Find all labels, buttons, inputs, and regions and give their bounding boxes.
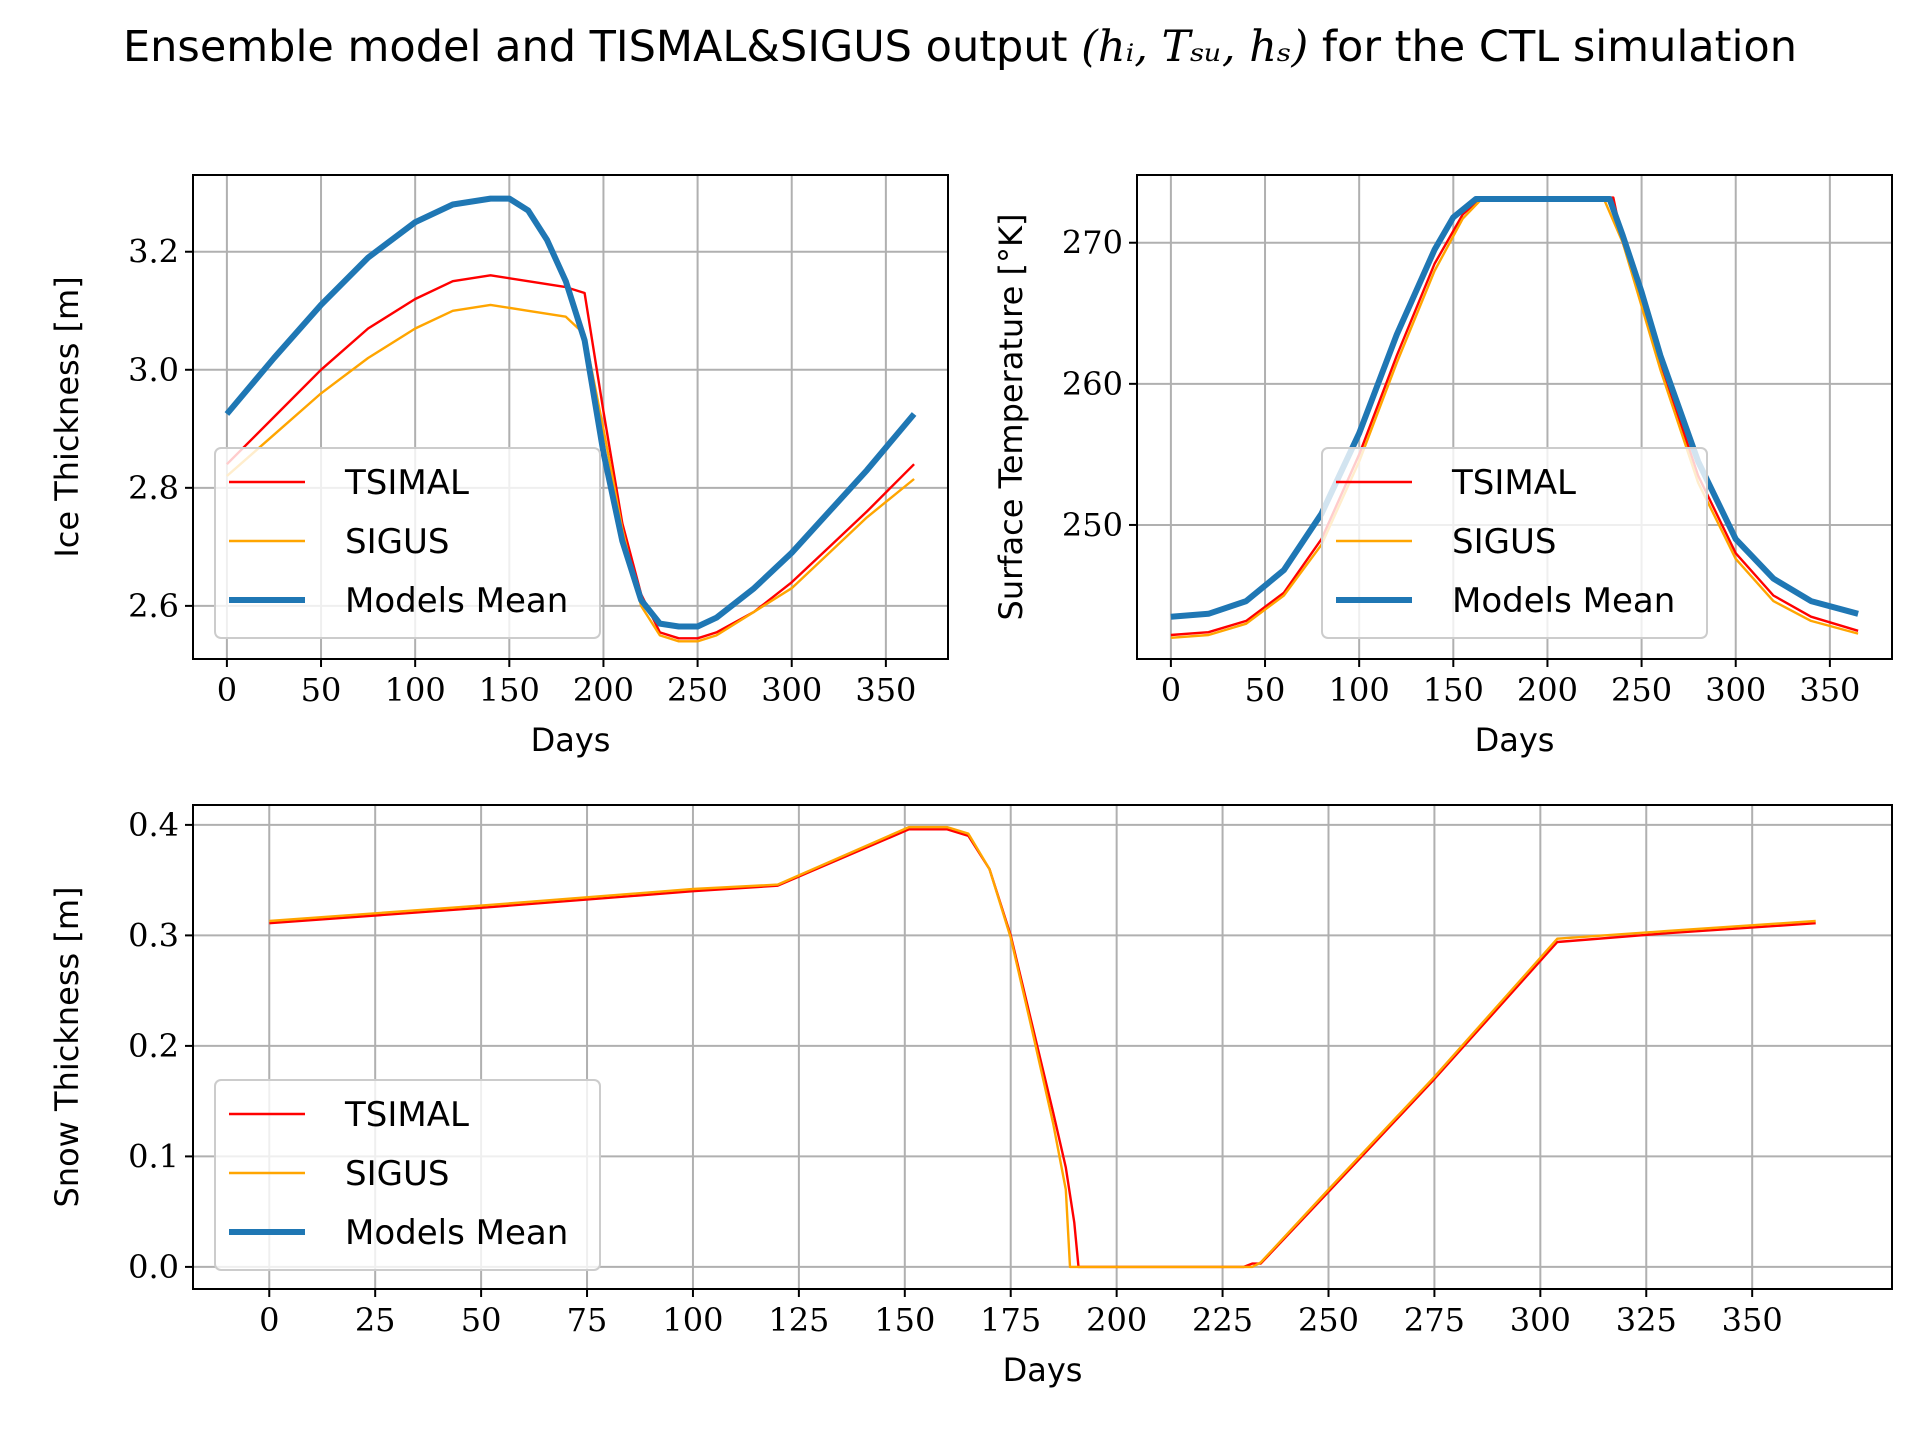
x-tick-label: 200 — [1517, 671, 1578, 709]
legend-box — [214, 447, 601, 639]
x-tick-label: 50 — [461, 1301, 502, 1339]
axes-frame — [192, 174, 949, 660]
legend-label-tsimal: TSIMAL — [344, 1095, 469, 1135]
x-tick-label: 100 — [1329, 671, 1390, 709]
x-tick-label: 200 — [1086, 1301, 1147, 1339]
y-tick-label: 2.6 — [128, 587, 179, 625]
legend-box — [1321, 447, 1708, 639]
legend-label-models-mean: Models Mean — [345, 1213, 568, 1253]
x-tick-label: 150 — [1423, 671, 1484, 709]
x-tick-label: 250 — [1298, 1301, 1359, 1339]
x-axis-label: Days — [531, 721, 611, 759]
x-tick-label: 100 — [385, 671, 446, 709]
x-tick-label: 350 — [1722, 1301, 1783, 1339]
x-tick-label: 125 — [768, 1301, 829, 1339]
x-tick-label: 0 — [217, 671, 237, 709]
y-tick-label: 3.2 — [128, 233, 179, 271]
y-tick-label: 2.8 — [128, 469, 179, 507]
x-tick-label: 100 — [662, 1301, 723, 1339]
legend-label-sigus: SIGUS — [345, 1154, 449, 1194]
x-tick-label: 0 — [259, 1301, 279, 1339]
x-tick-label: 0 — [1161, 671, 1181, 709]
x-axis-label: Days — [1003, 1351, 1083, 1389]
legend-label-sigus: SIGUS — [345, 522, 449, 562]
legend-box — [214, 1079, 601, 1271]
legend: TSIMAL SIGUS Models Mean — [214, 1079, 601, 1271]
x-tick-label: 150 — [874, 1301, 935, 1339]
x-tick-label: 175 — [980, 1301, 1041, 1339]
x-tick-label: 50 — [301, 671, 342, 709]
surface-temperature-chart: 0 50 100 150 200 250 300 350 250 260 270 Days Surfac… — [992, 174, 1893, 759]
x-tick-label: 300 — [761, 671, 822, 709]
title-suffix: for the CTL simulation — [1308, 22, 1797, 72]
axes-frame — [1136, 174, 1893, 660]
x-tick-label: 150 — [479, 671, 540, 709]
legend-label-tsimal: TSIMAL — [344, 463, 469, 503]
x-tick-label: 250 — [667, 671, 728, 709]
legend-label-sigus: SIGUS — [1452, 522, 1556, 562]
x-axis-label: Days — [1475, 721, 1555, 759]
axes-frame — [192, 804, 1893, 1290]
title-prefix: Ensemble model and TISMAL&SIGUS output — [123, 22, 1082, 72]
series-line-sigus — [226, 303, 915, 643]
figure-title: Ensemble model and TISMAL&SIGUS output (… — [0, 22, 1920, 72]
snow-thickness-chart: 0 25 50 75 100 125 150 175 200 225 250 275 300 325 350… — [48, 804, 1893, 1389]
y-tick-label: 0.2 — [128, 1027, 179, 1065]
x-tick-label: 300 — [1510, 1301, 1571, 1339]
y-tick-label: 3.0 — [128, 351, 179, 389]
title-math: (hᵢ, Tₛᵤ, hₛ) — [1081, 22, 1309, 72]
series-line-models-mean — [224, 195, 917, 630]
x-tick-label: 75 — [567, 1301, 608, 1339]
x-tick-label: 25 — [355, 1301, 396, 1339]
x-tick-label: 350 — [855, 671, 916, 709]
series-line-tsimal — [269, 828, 1816, 1269]
y-tick-label: 270 — [1062, 224, 1123, 262]
x-tick-label: 250 — [1611, 671, 1672, 709]
x-tick-label: 300 — [1705, 671, 1766, 709]
legend-label-models-mean: Models Mean — [1452, 581, 1675, 621]
legend-label-tsimal: TSIMAL — [1451, 463, 1576, 503]
y-axis-label: Ice Thickness [m] — [48, 276, 86, 557]
ice-thickness-chart: 0 50 100 150 200 250 300 350 2.6 2.8 3.0 3.2 Days Ice… — [48, 174, 949, 759]
y-tick-label: 0.4 — [128, 806, 179, 844]
x-tick-label: 275 — [1404, 1301, 1465, 1339]
y-tick-label: 0.1 — [128, 1137, 179, 1175]
legend: TSIMAL SIGUS Models Mean — [214, 447, 601, 639]
series-line-sigus — [269, 825, 1816, 1269]
y-axis-label: Surface Temperature [°K] — [992, 214, 1030, 621]
y-tick-label: 0.3 — [128, 916, 179, 954]
x-tick-label: 350 — [1799, 671, 1860, 709]
x-tick-label: 200 — [573, 671, 634, 709]
y-axis-label: Snow Thickness [m] — [48, 887, 86, 1208]
y-tick-label: 0.0 — [128, 1248, 179, 1286]
x-tick-label: 225 — [1192, 1301, 1253, 1339]
y-tick-label: 250 — [1062, 506, 1123, 544]
y-tick-label: 260 — [1062, 365, 1123, 403]
x-tick-label: 325 — [1616, 1301, 1677, 1339]
series-line-tsimal — [226, 274, 915, 640]
legend: TSIMAL SIGUS Models Mean — [1321, 447, 1708, 639]
legend-label-models-mean: Models Mean — [345, 581, 568, 621]
x-tick-label: 50 — [1245, 671, 1286, 709]
series-line-models-mean — [1170, 196, 1859, 620]
